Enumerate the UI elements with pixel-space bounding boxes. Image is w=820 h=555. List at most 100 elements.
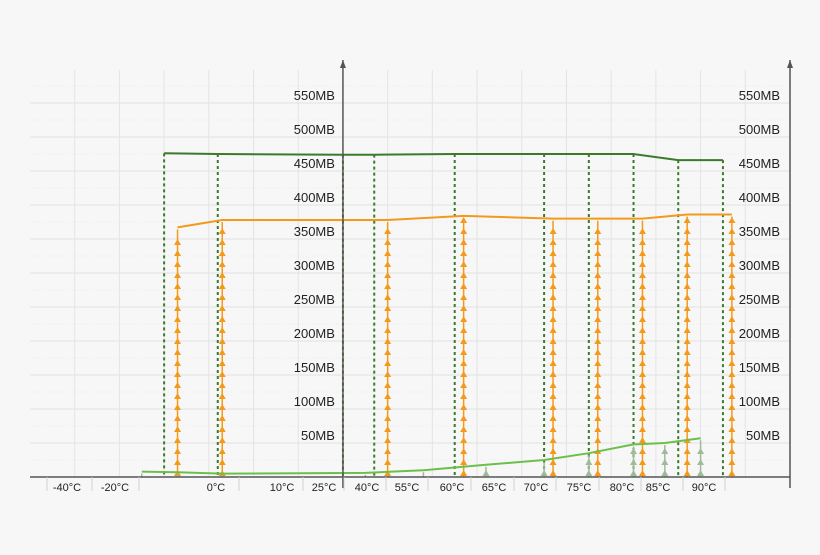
arrow-marker [174, 349, 182, 355]
arrow-marker [549, 261, 557, 267]
arrow-marker [630, 470, 638, 476]
arrow-marker [638, 393, 646, 399]
arrow-marker [549, 382, 557, 388]
arrow-marker [638, 349, 646, 355]
arrow-marker [384, 404, 392, 410]
arrow-marker [549, 360, 557, 366]
arrow-marker [549, 371, 557, 377]
y-axis-right-arrowhead [787, 60, 793, 68]
arrow-marker [174, 305, 182, 311]
arrow-marker [638, 272, 646, 278]
arrow-marker [218, 382, 226, 388]
arrow-marker [594, 382, 602, 388]
arrow-marker [460, 294, 468, 300]
arrow-marker [460, 393, 468, 399]
arrow-marker [594, 459, 602, 465]
arrow-marker [460, 470, 468, 476]
arrow-marker [728, 382, 736, 388]
arrow-marker [384, 316, 392, 322]
arrow-marker [384, 228, 392, 234]
arrow-marker [683, 327, 691, 333]
arrow-marker [218, 459, 226, 465]
arrow-marker [638, 283, 646, 289]
series-1 [174, 213, 736, 477]
arrow-marker [585, 470, 593, 476]
arrow-marker [549, 228, 557, 234]
x-tick-label: 25°C [312, 482, 337, 494]
arrow-marker [638, 459, 646, 465]
x-tick-label: 10°C [270, 482, 295, 494]
arrow-marker [460, 228, 468, 234]
arrow-marker [683, 294, 691, 300]
tick-labels: 50MB 50MB 100MB 100MB 150MB 150MB 200MB 200MB 25… [46, 88, 780, 494]
arrow-marker [460, 327, 468, 333]
arrow-marker [460, 217, 468, 223]
series-layer [141, 152, 736, 477]
arrow-marker [594, 250, 602, 256]
arrow-marker [218, 338, 226, 344]
y-tick-label-left: 50MB [301, 428, 335, 443]
arrow-marker [218, 228, 226, 234]
series-line [177, 213, 732, 229]
arrow-marker [728, 228, 736, 234]
arrow-marker [683, 349, 691, 355]
arrow-marker [661, 470, 669, 476]
arrow-marker [683, 470, 691, 476]
arrow-marker [594, 470, 602, 476]
arrow-marker [728, 393, 736, 399]
y-tick-label-left: 450MB [294, 156, 335, 171]
arrow-marker [174, 283, 182, 289]
arrow-marker [460, 448, 468, 454]
x-tick-label: -20°C [101, 482, 129, 494]
arrow-marker [384, 393, 392, 399]
y-tick-label-left: 250MB [294, 292, 335, 307]
arrow-marker [630, 448, 638, 454]
y-tick-label-right: 350MB [739, 224, 780, 239]
arrow-marker [384, 415, 392, 421]
arrow-marker [683, 459, 691, 465]
arrow-marker [697, 459, 705, 465]
arrow-marker [683, 305, 691, 311]
arrow-marker [683, 426, 691, 432]
arrow-marker [728, 261, 736, 267]
arrow-marker [384, 437, 392, 443]
axes [30, 60, 793, 488]
arrow-marker [460, 404, 468, 410]
arrow-marker [638, 250, 646, 256]
arrow-marker [218, 250, 226, 256]
x-tick-label: 90°C [692, 482, 717, 494]
arrow-marker [549, 437, 557, 443]
series-2 [141, 437, 705, 477]
arrow-marker [728, 250, 736, 256]
x-tick-label: 65°C [482, 482, 507, 494]
arrow-marker [384, 382, 392, 388]
arrow-marker [460, 349, 468, 355]
arrow-marker [549, 470, 557, 476]
arrow-marker [460, 338, 468, 344]
arrow-marker [638, 360, 646, 366]
series-line [164, 152, 723, 162]
y-tick-label-left: 200MB [294, 326, 335, 341]
arrow-marker [638, 426, 646, 432]
arrow-marker [683, 272, 691, 278]
arrow-marker [661, 459, 669, 465]
arrow-marker [460, 426, 468, 432]
arrow-marker [728, 470, 736, 476]
arrow-marker [594, 261, 602, 267]
x-tick-label: 60°C [440, 482, 465, 494]
arrow-marker [460, 415, 468, 421]
y-tick-label-left: 550MB [294, 88, 335, 103]
arrow-marker [384, 349, 392, 355]
arrow-marker [549, 305, 557, 311]
x-tick-label: 70°C [524, 482, 549, 494]
x-tick-label: 55°C [395, 482, 420, 494]
x-tick-label: 75°C [567, 482, 592, 494]
arrow-marker [549, 272, 557, 278]
arrow-marker [460, 459, 468, 465]
y-tick-label-right: 150MB [739, 360, 780, 375]
arrow-marker [549, 426, 557, 432]
arrow-marker [683, 261, 691, 267]
arrow-marker [482, 470, 490, 476]
arrow-marker [728, 448, 736, 454]
